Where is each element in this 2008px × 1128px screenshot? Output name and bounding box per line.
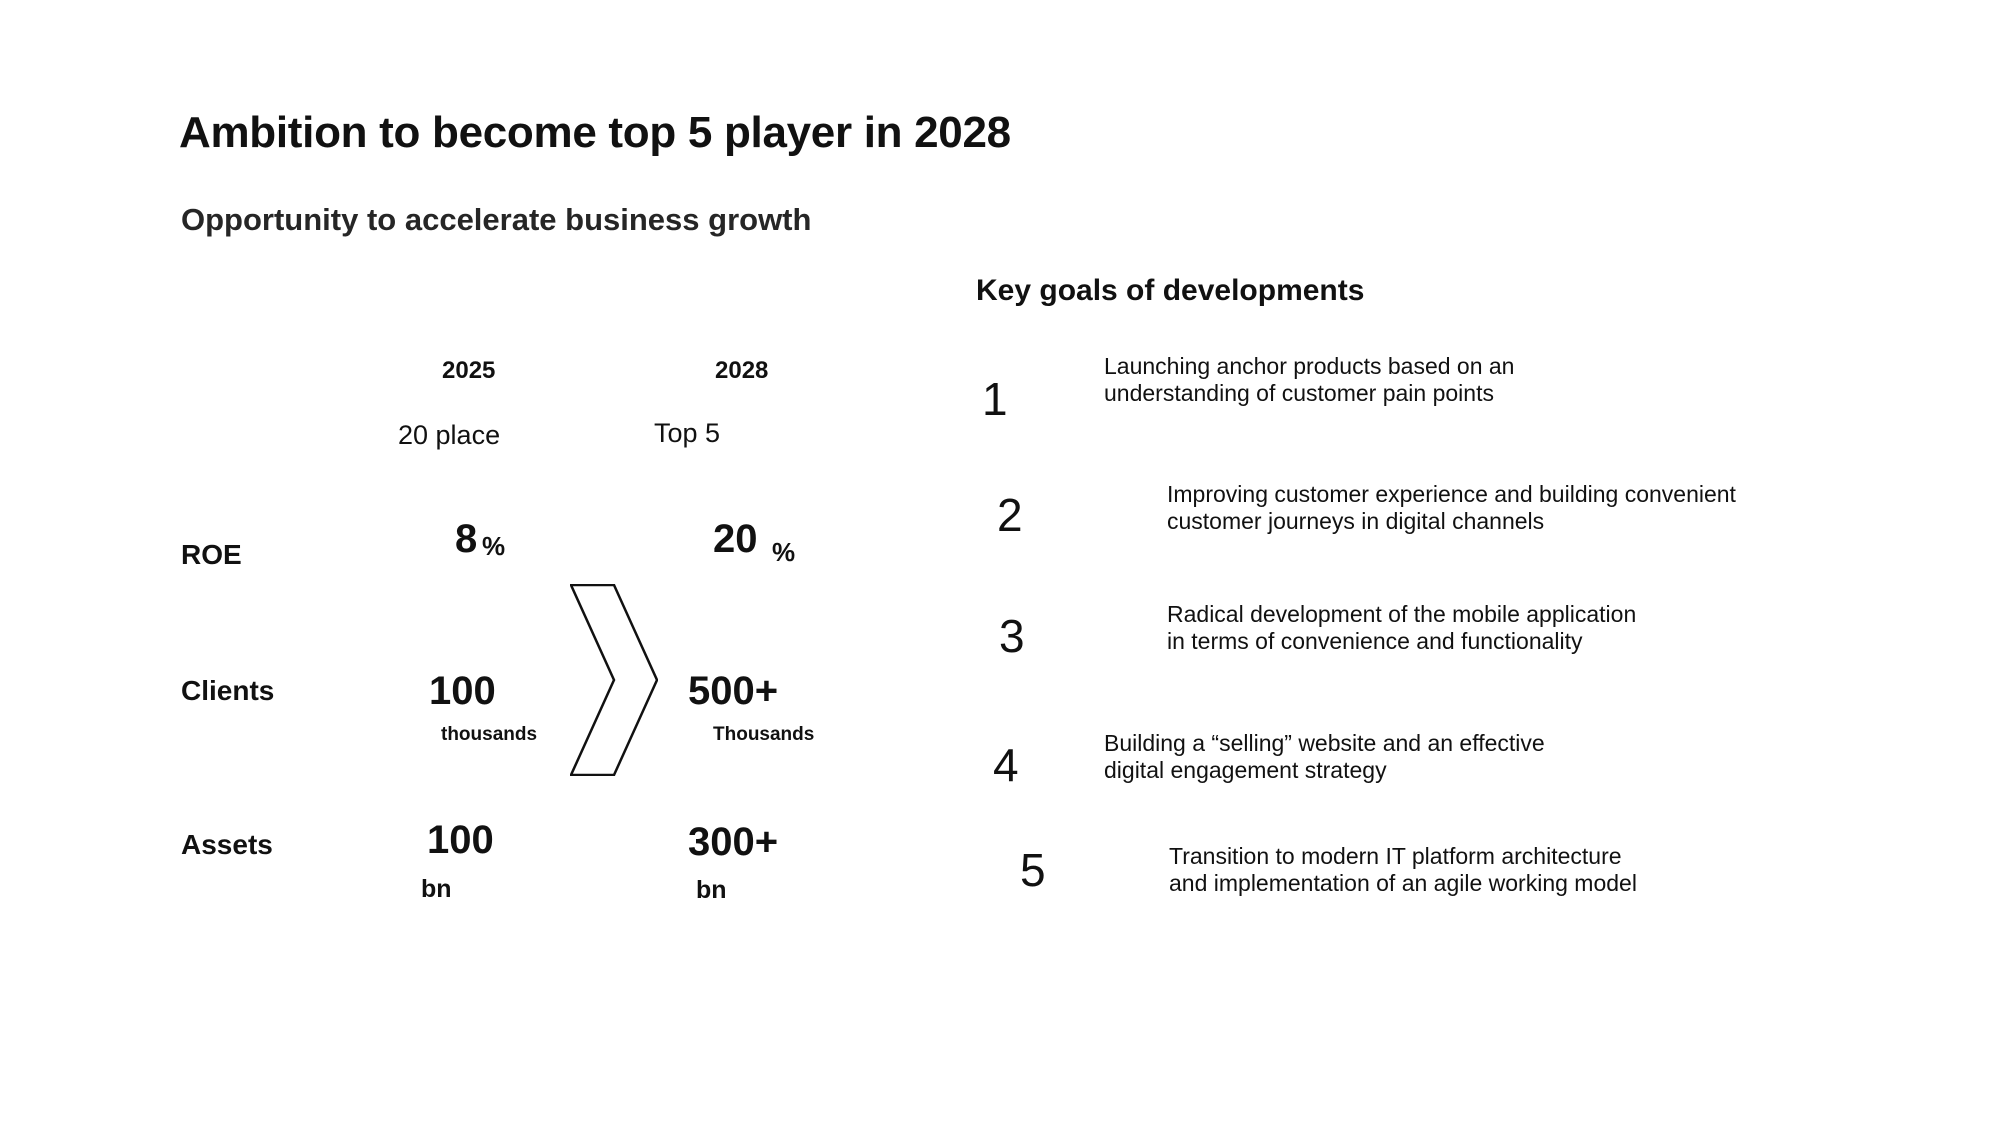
chevron-right-icon bbox=[570, 584, 658, 776]
goal-number: 2 bbox=[997, 489, 1023, 541]
clients-from-value: 100 bbox=[429, 669, 496, 713]
goals-heading: Key goals of developments bbox=[976, 274, 1365, 307]
assets-from-value: 100 bbox=[427, 818, 494, 862]
goal-line: Improving customer experience and buildi… bbox=[1167, 481, 1736, 507]
goal-line: and implementation of an agile working m… bbox=[1169, 870, 1637, 896]
clients-to-value: 500+ bbox=[688, 669, 779, 713]
rank-from: 20 place bbox=[398, 420, 501, 450]
goal-number: 5 bbox=[1020, 844, 1046, 896]
goal-text: Radical development of the mobile applic… bbox=[1167, 601, 1636, 655]
goal-line: customer journeys in digital channels bbox=[1167, 508, 1545, 534]
goal-line: understanding of customer pain points bbox=[1104, 380, 1494, 406]
roe-from-unit: % bbox=[482, 531, 506, 561]
page-subtitle: Opportunity to accelerate business growt… bbox=[181, 202, 812, 237]
goal-line: Radical development of the mobile applic… bbox=[1167, 601, 1637, 627]
goal-line: Transition to modern IT platform archite… bbox=[1169, 843, 1622, 869]
roe-to-unit: % bbox=[772, 537, 796, 567]
year-to: 2028 bbox=[715, 357, 769, 384]
clients-from-unit: thousands bbox=[441, 724, 538, 745]
goal-number: 1 bbox=[982, 373, 1008, 425]
goal-number: 4 bbox=[993, 739, 1019, 791]
goal-text: Transition to modern IT platform archite… bbox=[1169, 843, 1637, 897]
page-title: Ambition to become top 5 player in 2028 bbox=[179, 108, 1011, 157]
assets-from-unit: bn bbox=[421, 875, 452, 903]
goal-text: Building a “selling” website and an effe… bbox=[1104, 730, 1545, 784]
assets-to-unit: bn bbox=[696, 876, 727, 904]
goal-line: in terms of convenience and functionalit… bbox=[1167, 628, 1583, 654]
goal-line: digital engagement strategy bbox=[1104, 757, 1387, 783]
goal-line: Building a “selling” website and an effe… bbox=[1104, 730, 1545, 756]
roe-to-value: 20 bbox=[713, 517, 758, 561]
goal-text: Improving customer experience and buildi… bbox=[1167, 481, 1736, 535]
roe-from-value: 8 bbox=[455, 517, 478, 561]
row-label-assets: Assets bbox=[181, 829, 273, 860]
clients-to-unit: Thousands bbox=[713, 724, 815, 745]
rank-to: Top 5 bbox=[654, 418, 721, 448]
goal-text: Launching anchor products based on an un… bbox=[1104, 353, 1514, 407]
goal-line: Launching anchor products based on an bbox=[1104, 353, 1515, 379]
row-label-clients: Clients bbox=[181, 675, 275, 706]
assets-to-value: 300+ bbox=[688, 820, 779, 864]
row-label-roe: ROE bbox=[181, 539, 242, 570]
year-from: 2025 bbox=[442, 357, 496, 384]
goal-number: 3 bbox=[999, 610, 1025, 662]
